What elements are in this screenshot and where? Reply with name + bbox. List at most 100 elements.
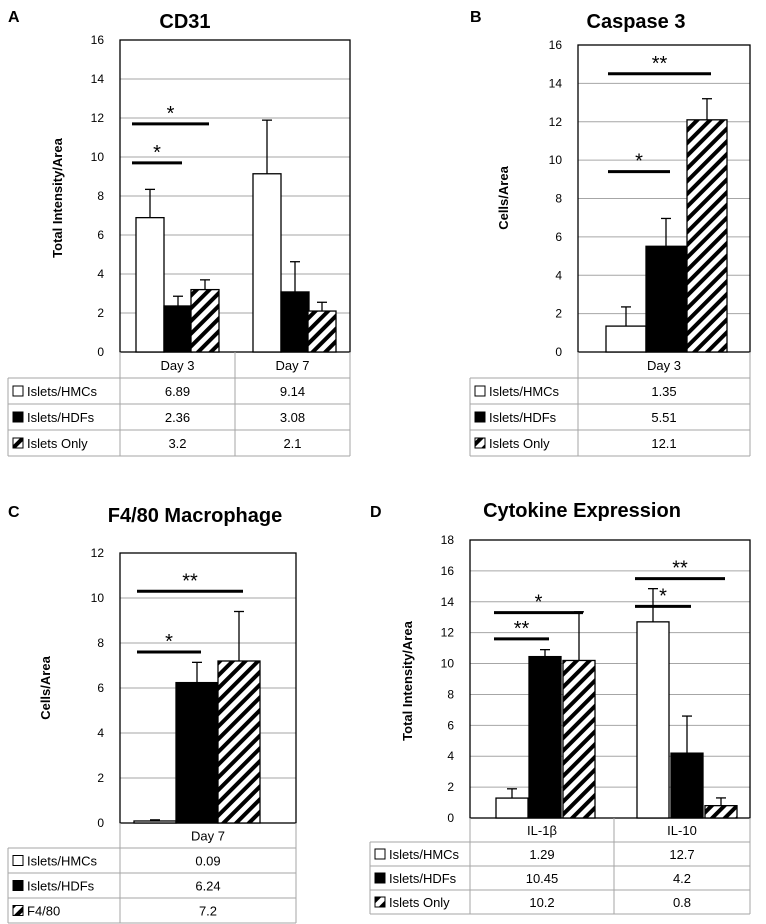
- significance-label: *: [153, 142, 161, 164]
- y-tick-label: 0: [555, 345, 562, 359]
- table-value: 1.29: [529, 847, 554, 862]
- y-tick-label: 0: [447, 811, 454, 825]
- chart-panel-D: D Cytokine Expression Total Intensity/Area…: [369, 500, 751, 915]
- y-tick-label: 4: [555, 268, 562, 282]
- significance-label: **: [672, 558, 688, 580]
- bar: [280, 291, 310, 353]
- table-value: 9.14: [280, 384, 305, 399]
- y-tick-label: 6: [97, 681, 104, 695]
- bar: [686, 119, 728, 353]
- table-value: 12.1: [651, 436, 676, 451]
- y-tick-label: 2: [97, 771, 104, 785]
- significance-label: *: [635, 151, 643, 173]
- legend-label: Islets/HDFs: [489, 410, 557, 425]
- bar: [307, 310, 337, 353]
- legend-swatch: [474, 385, 486, 397]
- y-tick-label: 4: [447, 749, 454, 763]
- legend-label: Islets/HMCs: [489, 384, 560, 399]
- legend-label: Islets/HDFs: [389, 871, 457, 886]
- bar: [605, 325, 647, 353]
- table-value: 12.7: [669, 847, 694, 862]
- legend-swatch: [12, 437, 24, 449]
- legend-swatch: [374, 896, 386, 908]
- legend-label: Islets Only: [27, 436, 88, 451]
- panel-letter: A: [8, 9, 20, 26]
- bar: [670, 752, 704, 819]
- y-tick-label: 0: [97, 345, 104, 359]
- y-tick-label: 10: [441, 657, 455, 671]
- legend-label: Islets/HDFs: [27, 410, 95, 425]
- y-tick-label: 2: [97, 306, 104, 320]
- table-value: 3.2: [168, 436, 186, 451]
- panel-letter: D: [370, 504, 382, 521]
- bar: [133, 820, 177, 824]
- legend-label: Islets/HDFs: [27, 879, 95, 894]
- table-value: 2.36: [165, 410, 190, 425]
- y-tick-label: 10: [91, 150, 105, 164]
- y-tick-label: 14: [91, 72, 105, 86]
- table-category-header: IL-10: [667, 823, 697, 838]
- y-axis-label: Total Intensity/Area: [400, 620, 415, 740]
- y-axis-label: Total Intensity/Area: [50, 137, 65, 257]
- significance-label: *: [167, 103, 175, 125]
- legend-label: Islets/HMCs: [27, 384, 98, 399]
- y-tick-label: 14: [549, 76, 563, 90]
- panel-letter: B: [470, 9, 482, 26]
- legend-swatch: [474, 437, 486, 449]
- table-category-header: Day 7: [276, 358, 310, 373]
- y-tick-label: 8: [97, 189, 104, 203]
- bar: [704, 804, 738, 819]
- y-axis-label: Cells/Area: [38, 655, 53, 719]
- table-value: 0.8: [673, 895, 691, 910]
- bar: [562, 659, 596, 819]
- bar: [645, 245, 687, 353]
- y-tick-label: 14: [441, 595, 455, 609]
- legend-swatch: [474, 411, 486, 423]
- chart-title: Caspase 3: [587, 11, 686, 33]
- y-tick-label: 12: [91, 546, 105, 560]
- y-tick-label: 12: [441, 626, 455, 640]
- table-value: 6.89: [165, 384, 190, 399]
- y-axis-label: Cells/Area: [496, 165, 511, 229]
- y-tick-label: 10: [549, 153, 563, 167]
- y-tick-label: 6: [447, 718, 454, 732]
- significance-label: **: [652, 53, 668, 75]
- y-tick-label: 4: [97, 267, 104, 281]
- y-tick-label: 10: [91, 591, 105, 605]
- y-tick-label: 12: [91, 111, 105, 125]
- table-category-header: Day 7: [191, 829, 225, 844]
- bar: [175, 681, 219, 824]
- table-category-header: Day 3: [647, 358, 681, 373]
- legend-label: Islets Only: [389, 895, 450, 910]
- y-tick-label: 6: [555, 230, 562, 244]
- table-value: 4.2: [673, 871, 691, 886]
- chart-panel-C: C F4/80 MacrophageCells/Area024681012***D…: [7, 504, 297, 924]
- y-tick-label: 8: [97, 636, 104, 650]
- bar: [217, 660, 261, 824]
- y-tick-label: 12: [549, 115, 563, 129]
- chart-title: CD31: [159, 11, 210, 33]
- bar: [636, 621, 670, 819]
- legend-label: Islets/HMCs: [389, 847, 460, 862]
- y-tick-label: 2: [447, 780, 454, 794]
- table-value: 5.51: [651, 410, 676, 425]
- table-value: 3.08: [280, 410, 305, 425]
- significance-label: **: [182, 570, 198, 592]
- legend-label: Islets Only: [489, 436, 550, 451]
- y-tick-label: 2: [555, 307, 562, 321]
- legend-swatch: [374, 848, 386, 860]
- panel-letter: C: [8, 504, 20, 521]
- table-category-header: Day 3: [161, 358, 195, 373]
- table-value: 1.35: [651, 384, 676, 399]
- bar: [495, 797, 529, 819]
- table-value: 2.1: [283, 436, 301, 451]
- legend-swatch: [12, 385, 24, 397]
- y-tick-label: 4: [97, 726, 104, 740]
- y-tick-label: 6: [97, 228, 104, 242]
- legend-swatch: [12, 880, 24, 891]
- y-tick-label: 18: [441, 533, 455, 547]
- bar: [163, 305, 193, 353]
- chart-panel-A: A CD31 Total Intensity/Area 0 2 4 6 8 10 12 14 16 * *…: [7, 9, 351, 457]
- y-tick-label: 8: [555, 192, 562, 206]
